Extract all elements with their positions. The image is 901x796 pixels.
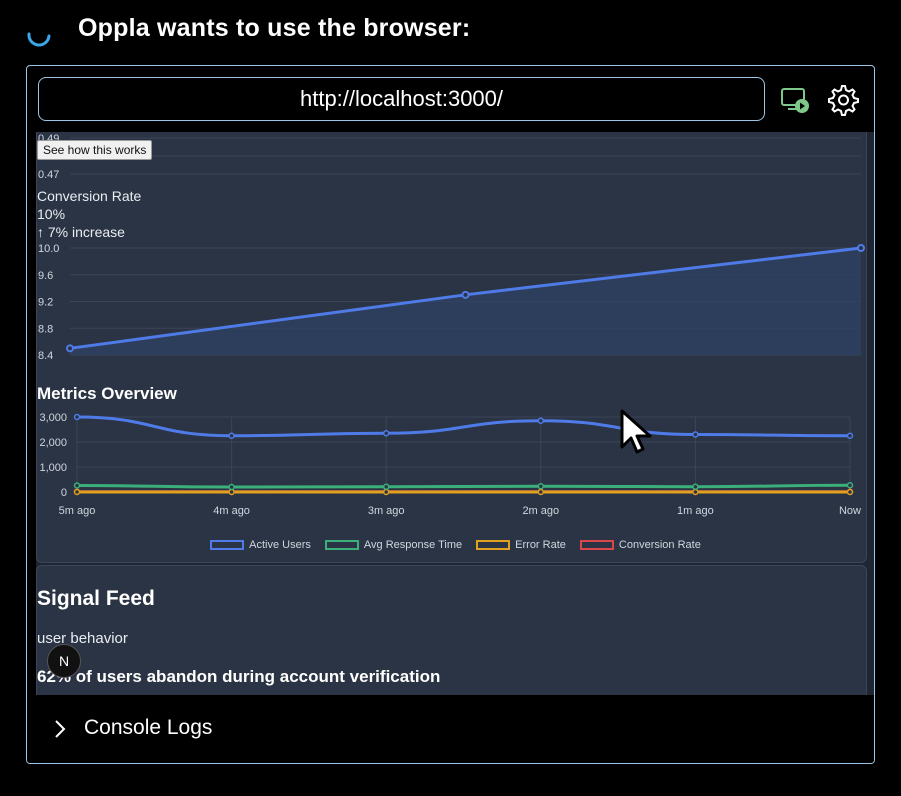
data-point <box>461 290 470 299</box>
data-point <box>382 488 390 496</box>
signal-feed-title: Signal Feed <box>37 587 155 610</box>
data-point <box>73 482 81 489</box>
console-logs-label: Console Logs <box>84 716 213 739</box>
data-point <box>846 488 854 496</box>
data-point <box>382 483 390 490</box>
legend-item[interactable]: Active Users <box>210 539 311 551</box>
x-tick-label: Now <box>839 505 861 517</box>
x-tick-label: 5m ago <box>59 505 96 517</box>
legend-swatch <box>476 540 511 550</box>
legend-item[interactable]: Conversion Rate <box>579 539 701 551</box>
y-tick-label: 10.0 <box>38 243 59 255</box>
data-point <box>73 413 81 421</box>
next-badge[interactable]: N <box>47 644 81 678</box>
y-tick-label: 8.4 <box>38 350 53 362</box>
conversion-value: 10% <box>37 206 66 222</box>
data-point <box>692 488 699 496</box>
signal-category: user behavior <box>37 630 128 647</box>
legend-label: Avg Response Time <box>363 539 463 551</box>
url-bar[interactable]: http://localhost:3000/ <box>38 77 765 121</box>
console-logs-toggle[interactable]: Console Logs <box>27 696 874 763</box>
data-point <box>66 344 74 353</box>
x-tick-label: 1m ago <box>677 505 714 517</box>
y-tick-label: 2,000 <box>39 437 67 449</box>
series-line-avg-response-time <box>76 483 851 489</box>
loading-spinner-icon <box>27 32 51 47</box>
legend-swatch <box>210 540 245 550</box>
data-point <box>537 483 545 490</box>
data-point <box>73 488 81 496</box>
gear-icon[interactable] <box>825 82 859 116</box>
x-tick-label: 2m ago <box>522 505 559 517</box>
y-tick-label: 9.2 <box>38 297 53 309</box>
conversion-area <box>70 248 861 355</box>
y-tick-label: 0 <box>61 487 67 499</box>
metrics-legend: Active Users Avg Response Time Error Rate C… <box>36 539 874 551</box>
data-point <box>382 430 390 437</box>
y-tick-label: 9.6 <box>38 270 53 282</box>
data-point <box>228 432 235 439</box>
data-point <box>537 488 545 496</box>
data-point <box>228 483 235 491</box>
x-tick-label: 3m ago <box>368 505 405 517</box>
data-point <box>692 483 699 490</box>
chevron-right-icon <box>55 720 66 738</box>
data-point <box>846 432 854 439</box>
legend-label: Conversion Rate <box>618 539 701 551</box>
data-point <box>846 482 854 489</box>
metrics-title: Metrics Overview <box>37 384 177 403</box>
legend-item[interactable]: Error Rate <box>476 539 566 551</box>
legend-label: Error Rate <box>515 539 566 551</box>
conversion-title: Conversion Rate <box>37 188 142 204</box>
x-tick-label: 4m ago <box>213 505 250 517</box>
header-title: Oppla wants to use the browser: <box>78 14 471 42</box>
legend-swatch <box>579 540 614 550</box>
y-tick-label: 1,000 <box>39 462 67 474</box>
legend-swatch <box>324 540 359 550</box>
signal-feed-card <box>36 565 867 695</box>
permission-header: Oppla wants to use the browser: <box>0 0 901 64</box>
y-tick-label: 3,000 <box>39 412 67 424</box>
data-point <box>692 431 699 438</box>
screen-play-icon[interactable] <box>779 84 811 116</box>
y-tick-label: 0.47 <box>38 169 59 181</box>
y-tick-label: 8.8 <box>38 323 53 335</box>
legend-item[interactable]: Avg Response Time <box>324 539 463 551</box>
metrics-chart: 3,000 2,000 1,000 0 5m ago 4m ago 3m ago 2m ago… <box>39 412 861 517</box>
legend-label: Active Users <box>249 539 311 551</box>
conversion-change: ↑ 7% increase <box>37 224 125 240</box>
mouse-cursor-icon <box>620 409 652 454</box>
see-how-tooltip[interactable]: See how this works <box>37 140 153 160</box>
browser-frame: http://localhost:3000/ 0.490.480.4710.09… <box>26 65 875 764</box>
series-line-active-users <box>76 415 851 438</box>
data-point <box>537 417 545 424</box>
conversion-summary: Conversion Rate 10% ↑ 7% increase <box>37 187 141 241</box>
signal-headline: 62% of users abandon during account veri… <box>37 667 441 686</box>
data-point <box>857 244 865 252</box>
